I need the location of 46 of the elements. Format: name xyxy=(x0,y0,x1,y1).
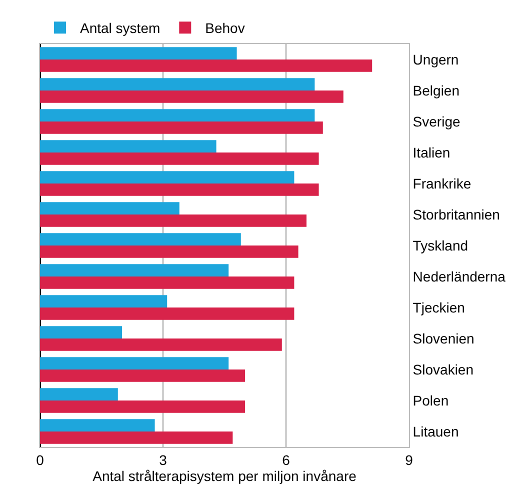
bar xyxy=(40,78,315,90)
y-tick-label: Storbritannien xyxy=(412,206,500,222)
y-tick-label: Tjeckien xyxy=(412,299,465,316)
bar xyxy=(40,140,216,152)
bar xyxy=(40,295,168,308)
x-tick-label: 0 xyxy=(36,452,44,468)
bar xyxy=(40,90,344,103)
y-tick-label: Slovenien xyxy=(412,330,474,346)
bar xyxy=(40,264,229,276)
bar xyxy=(40,400,245,413)
bar xyxy=(40,184,319,196)
y-tick-label: Polen xyxy=(412,392,449,408)
bar xyxy=(40,246,298,258)
x-tick-label: 3 xyxy=(159,452,168,468)
y-tick-label: Ungern xyxy=(412,51,459,68)
y-tick-label: Slovakien xyxy=(412,361,474,378)
bar xyxy=(40,388,118,400)
bar xyxy=(40,357,229,370)
y-tick-label: Nederländerna xyxy=(412,268,506,284)
x-axis-title: Antal strålterapisystem per miljon invånare xyxy=(92,468,357,484)
legend-label: Antal system xyxy=(80,20,160,36)
bar xyxy=(40,308,294,320)
bar xyxy=(40,338,282,351)
y-tick-label: Litauen xyxy=(412,423,459,440)
bar xyxy=(40,47,237,60)
y-tick-label: Italien xyxy=(412,144,450,160)
bar xyxy=(40,214,306,227)
y-tick-label: Frankrike xyxy=(412,175,472,192)
x-tick-label: 9 xyxy=(405,452,414,468)
bar xyxy=(40,202,180,214)
bar xyxy=(40,171,294,184)
bar xyxy=(40,432,233,444)
bar xyxy=(40,122,323,134)
bar xyxy=(40,370,245,382)
bar xyxy=(40,326,122,338)
bar xyxy=(40,233,241,246)
bar xyxy=(40,276,294,289)
y-tick-label: Belgien xyxy=(412,82,460,98)
bar xyxy=(40,109,315,122)
legend-label: Behov xyxy=(205,20,245,36)
bar xyxy=(40,419,155,432)
y-tick-label: Sverige xyxy=(412,113,460,130)
bar xyxy=(40,152,319,165)
y-tick-label: Tyskland xyxy=(412,237,468,254)
bar xyxy=(40,60,372,72)
x-tick-label: 6 xyxy=(282,452,290,468)
